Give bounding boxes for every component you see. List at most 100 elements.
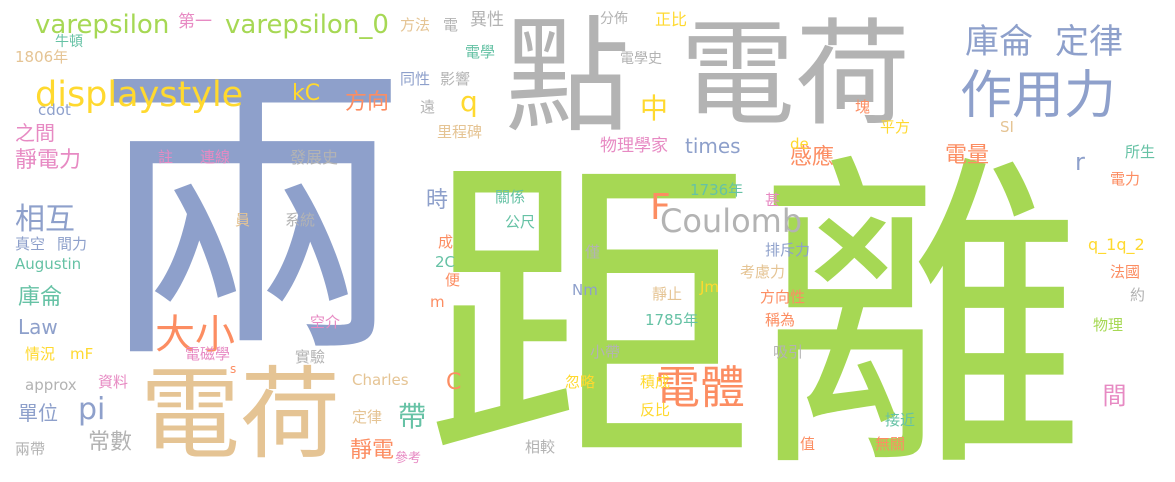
- word-72: m: [430, 293, 445, 311]
- word-87: 情況: [25, 345, 56, 363]
- word-104: 定律: [352, 408, 383, 426]
- word-23: times: [685, 134, 741, 158]
- word-61: 甚: [765, 191, 781, 209]
- word-106: 兩帶: [15, 440, 46, 458]
- word-46: 同性: [400, 70, 431, 88]
- word-38: 1806年: [15, 48, 69, 66]
- word-8: displaystyle: [35, 75, 244, 115]
- word-80: 靜止: [652, 285, 683, 303]
- word-11: 第一: [178, 12, 212, 32]
- word-41: 電: [443, 16, 459, 34]
- word-22: 之間: [15, 121, 55, 145]
- word-4: 電荷: [140, 356, 340, 473]
- word-99: 積成: [640, 373, 671, 391]
- word-83: 1785年: [645, 311, 699, 329]
- word-88: mF: [70, 345, 94, 363]
- word-77: 法國: [1110, 263, 1141, 281]
- word-12: 電體: [655, 361, 746, 414]
- word-27: r: [1075, 148, 1085, 176]
- word-59: 電力: [1110, 170, 1141, 188]
- word-68: Augustin: [15, 255, 82, 273]
- word-31: 庫侖: [18, 285, 63, 310]
- word-86: 空介: [310, 313, 341, 331]
- word-66: 真空: [15, 235, 46, 253]
- word-94: approx: [25, 376, 77, 394]
- word-55: 平方: [880, 118, 911, 136]
- word-102: 無關: [875, 435, 906, 453]
- word-84: 稱為: [765, 311, 796, 329]
- word-56: SI: [1000, 118, 1014, 136]
- word-10: varepsilon_0: [225, 10, 389, 40]
- word-100: 反比: [640, 401, 671, 419]
- word-48: 遠: [420, 98, 436, 116]
- word-75: 考慮力: [740, 263, 786, 281]
- word-18: kC: [292, 81, 321, 106]
- word-14: Coulomb: [660, 202, 803, 240]
- word-36: 間: [1098, 383, 1126, 407]
- word-42: 異性: [470, 10, 504, 30]
- word-82: 方向性: [760, 288, 806, 306]
- word-53: 註: [158, 148, 174, 166]
- word-54: 塊: [855, 98, 871, 116]
- word-78: 約: [1130, 286, 1146, 304]
- word-0: 兩: [95, 36, 410, 402]
- word-26: 電量: [945, 143, 990, 168]
- word-30: 時: [426, 188, 449, 213]
- word-16: q: [460, 85, 478, 118]
- word-92: 吸引: [773, 343, 804, 361]
- word-24: 物理學家: [600, 136, 668, 156]
- word-105: 參考: [395, 451, 422, 466]
- word-50: cdot: [38, 101, 71, 119]
- word-95: 資料: [98, 373, 129, 391]
- word-71: 便: [445, 271, 461, 289]
- word-28: 帶: [398, 400, 427, 433]
- word-101: 接近: [885, 411, 916, 429]
- word-33: 單位: [18, 401, 58, 425]
- word-70: 2C: [435, 253, 456, 271]
- word-39: 方法: [400, 16, 431, 34]
- word-43: 分佈: [600, 11, 628, 27]
- word-1: 距離: [425, 128, 1085, 482]
- word-35: 靜電: [350, 438, 395, 463]
- word-15: F: [650, 187, 671, 228]
- word-6: 庫侖: [965, 22, 1033, 62]
- word-103: 值: [800, 435, 816, 453]
- word-58: 所生: [1125, 143, 1156, 161]
- word-44: 正比: [655, 10, 688, 29]
- word-67: 間力: [57, 235, 88, 253]
- word-51: 發展史: [290, 148, 339, 167]
- word-64: 系統: [285, 211, 316, 229]
- word-62: 關係: [495, 188, 526, 206]
- word-91: 小帶: [590, 343, 621, 361]
- word-13: 大小: [155, 312, 235, 358]
- word-81: Jm: [700, 278, 720, 296]
- word-85: 物理: [1093, 316, 1124, 334]
- word-45: 電學史: [620, 51, 662, 67]
- word-79: Nm: [572, 281, 598, 299]
- word-25: 感應: [790, 145, 835, 170]
- word-40: 電學: [465, 43, 496, 61]
- word-96: Charles: [352, 371, 409, 389]
- word-93: s: [230, 362, 237, 376]
- word-97: C: [446, 370, 462, 395]
- word-2: 電荷: [680, 8, 911, 142]
- word-60: 1736年: [690, 181, 744, 199]
- word-65: 員: [235, 211, 251, 229]
- word-47: 影響: [440, 70, 471, 88]
- word-52: 連線: [200, 148, 231, 166]
- word-69: 成: [438, 233, 454, 251]
- word-57: de: [790, 135, 809, 153]
- word-73: 僅: [585, 243, 601, 261]
- word-17: 中: [640, 92, 669, 125]
- word-5: 作用力: [960, 66, 1117, 126]
- word-20: 相互: [15, 202, 75, 237]
- word-9: varepsilon: [35, 10, 170, 40]
- word-49: 里程碑: [437, 123, 483, 141]
- word-74: 排斥力: [765, 241, 811, 259]
- word-29: pi: [78, 392, 106, 427]
- word-63: 公尺: [505, 213, 536, 231]
- word-7: 定律: [1055, 22, 1123, 62]
- word-98: 忽略: [565, 373, 596, 391]
- word-90: 實驗: [295, 348, 326, 366]
- word-76: q_1q_2: [1088, 235, 1145, 254]
